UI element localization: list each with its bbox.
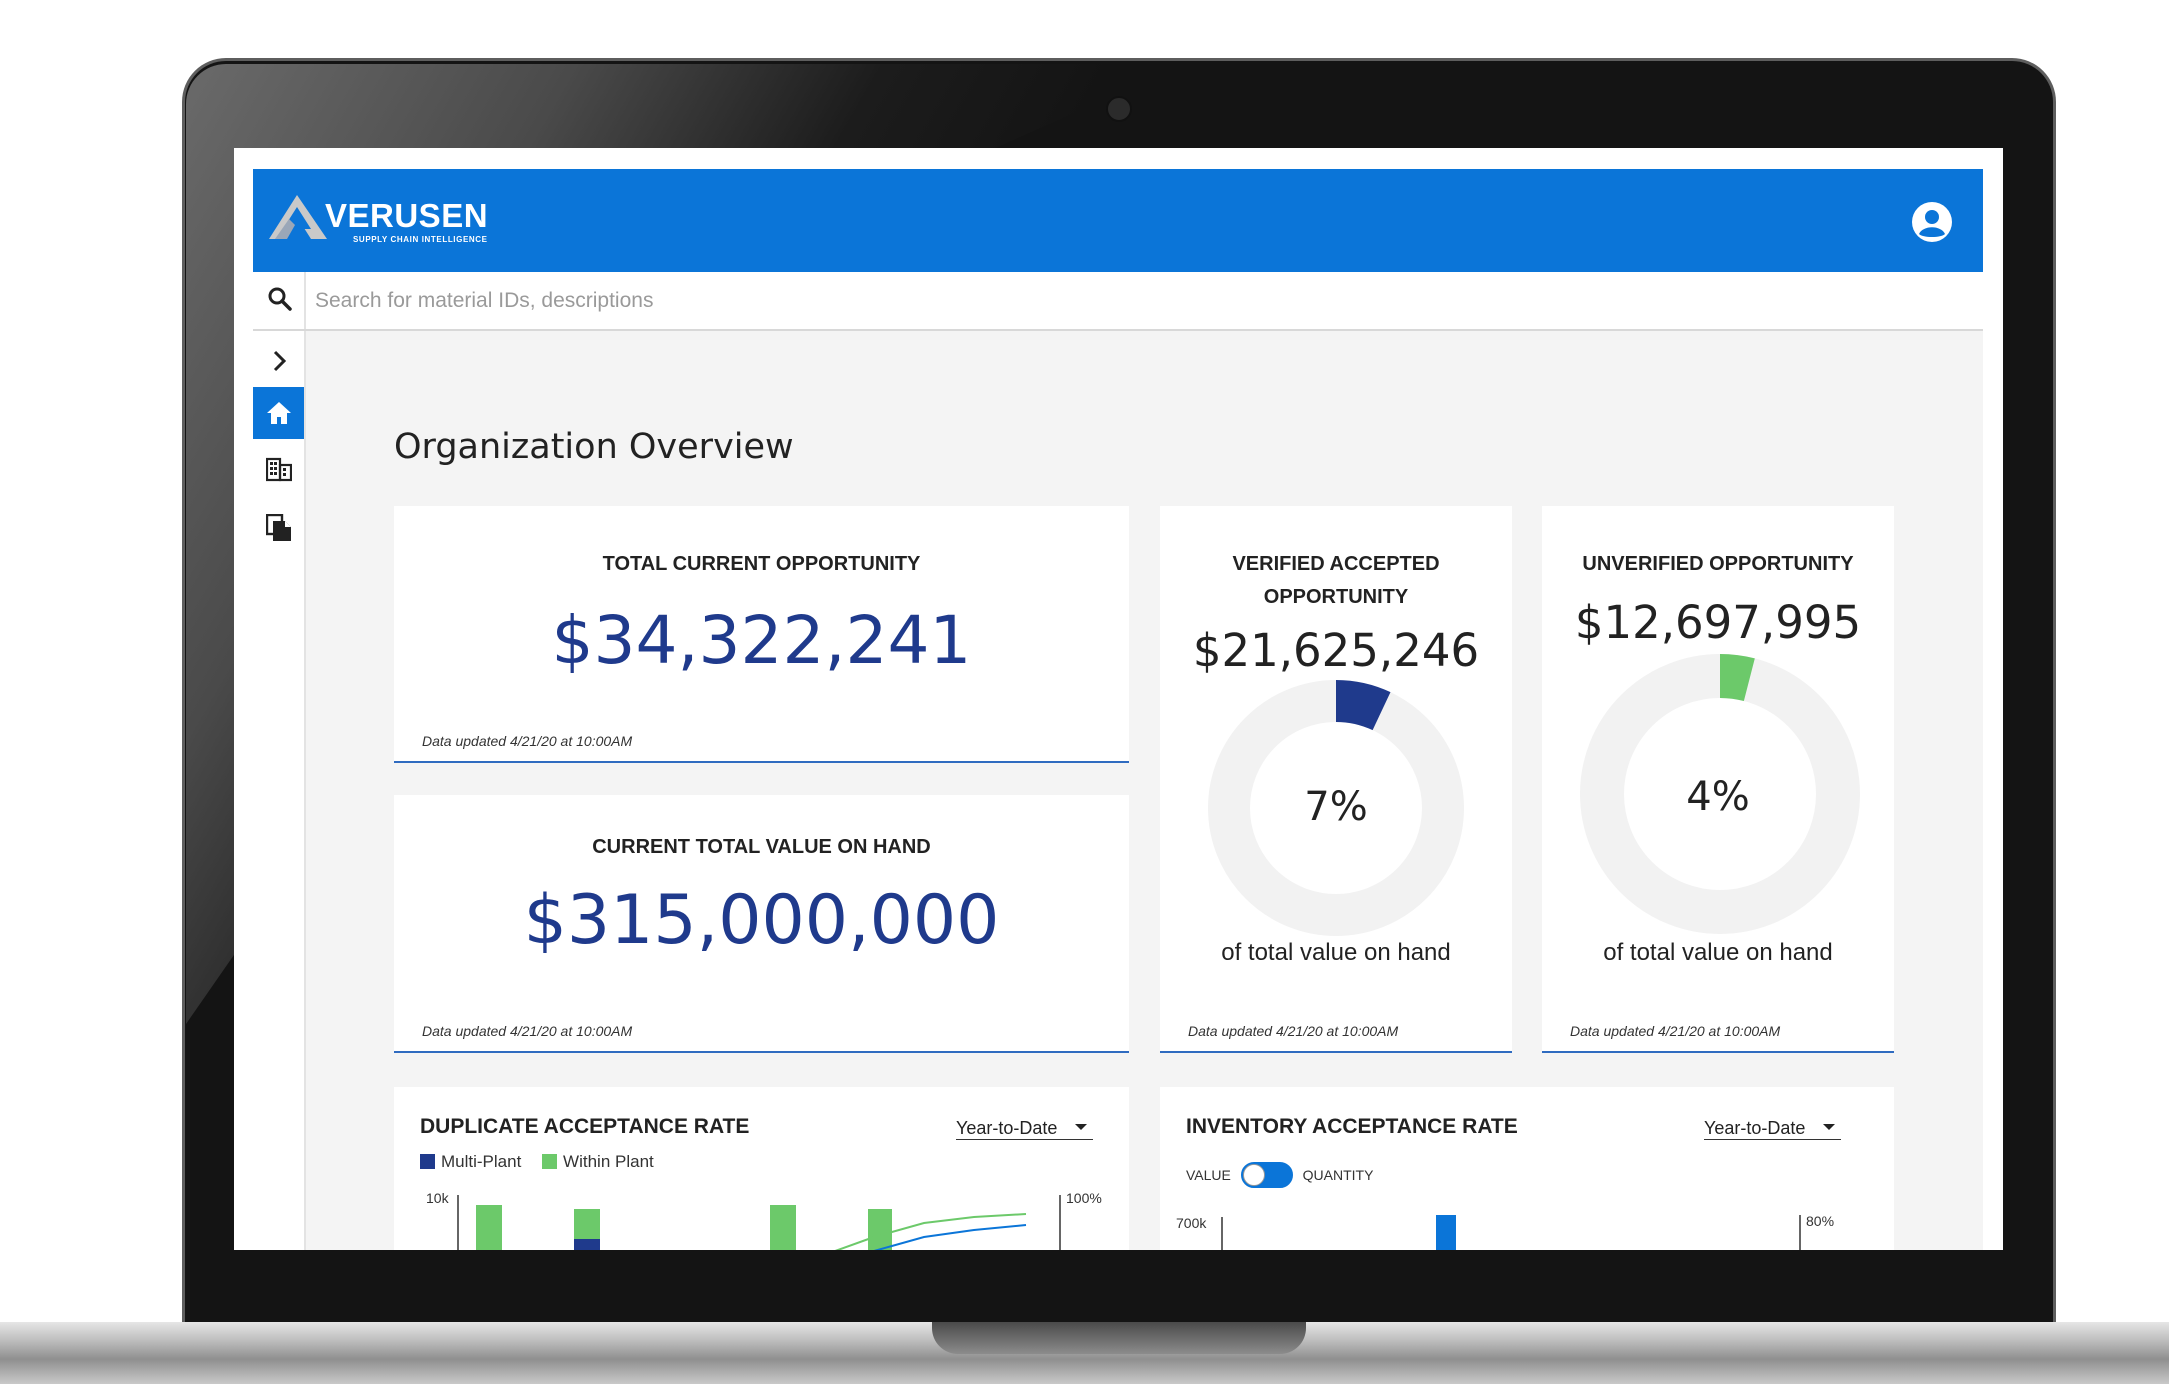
unverified-value: $12,697,995 <box>1574 596 1862 649</box>
webcam <box>1106 96 1132 122</box>
card-title: CURRENT TOTAL VALUE ON HAND <box>592 836 931 858</box>
current-total-value-card: CURRENT TOTAL VALUE ON HAND $315,000,000… <box>394 795 1129 1053</box>
period-select-value: Year-to-Date <box>956 1118 1058 1138</box>
value-quantity-toggle[interactable] <box>1240 1162 1293 1188</box>
brand-tagline: SUPPLY CHAIN INTELLIGENCE <box>353 235 488 244</box>
legend-item: Multi-Plant <box>420 1152 521 1171</box>
y-axis-right-tick: 80% <box>1806 1213 1835 1229</box>
toggle-knob <box>1242 1164 1265 1186</box>
legend-swatch <box>420 1154 435 1169</box>
bar-value <box>1436 1215 1456 1250</box>
laptop-notch <box>932 1322 1306 1354</box>
duplicate-acceptance-rate-card: DUPLICATE ACCEPTANCE RATE Year-to-Date M… <box>394 1087 1129 1250</box>
brand-name: VERUSEN <box>325 197 489 234</box>
sidebar-item-organization[interactable] <box>253 443 304 495</box>
data-updated-text: Data updated 4/21/20 at 10:00AM <box>422 1023 633 1039</box>
total-current-opportunity-card: TOTAL CURRENT OPPORTUNITY $34,322,241 Da… <box>394 506 1129 763</box>
caret-down-icon <box>1823 1124 1836 1130</box>
bar-within-plant <box>868 1209 892 1250</box>
logo-mark-icon <box>269 195 327 239</box>
value-quantity-toggle-row: VALUE QUANTITY <box>1186 1162 1373 1188</box>
period-select[interactable]: Year-to-Date <box>1704 1117 1842 1140</box>
card-title-line1: VERIFIED ACCEPTED <box>1232 553 1440 575</box>
legend-label: Within Plant <box>563 1152 654 1171</box>
period-select[interactable]: Year-to-Date <box>956 1117 1094 1140</box>
bar-within-plant <box>574 1209 600 1239</box>
verified-donut-svg <box>1208 680 1464 936</box>
inventory-chart-plot <box>1221 1215 1801 1250</box>
laptop-screen: VERUSEN SUPPLY CHAIN INTELLIGENCE <box>234 148 2003 1250</box>
card-title: TOTAL CURRENT OPPORTUNITY <box>602 553 921 575</box>
legend-item: Within Plant <box>542 1152 654 1171</box>
unverified-donut-segment <box>1720 654 1755 702</box>
duplicate-chart-plot <box>457 1195 1061 1250</box>
bar-within-plant <box>770 1205 796 1250</box>
bar-multi-plant <box>574 1239 600 1250</box>
building-icon <box>266 457 292 482</box>
caret-down-icon <box>1075 1124 1088 1130</box>
data-updated-text: Data updated 4/21/20 at 10:00AM <box>1188 1023 1399 1039</box>
data-updated-text: Data updated 4/21/20 at 10:00AM <box>422 733 633 749</box>
current-total-value-value: $315,000,000 <box>523 881 1000 960</box>
documents-icon <box>266 514 291 541</box>
card-title-line2: OPPORTUNITY <box>1263 586 1409 608</box>
card-title: UNVERIFIED OPPORTUNITY <box>1582 553 1854 575</box>
expand-sidebar-button[interactable] <box>253 335 304 387</box>
user-account-icon[interactable] <box>1911 201 1953 243</box>
y-axis-left-tick: 10k <box>426 1190 449 1206</box>
search-bar <box>253 272 1983 331</box>
verified-subtitle: of total value on hand <box>1221 939 1451 966</box>
unverified-opportunity-card: UNVERIFIED OPPORTUNITY $12,697,995 4% of… <box>1542 506 1894 1053</box>
chart-title: INVENTORY ACCEPTANCE RATE <box>1186 1115 1518 1138</box>
y-axis-right-tick: 100% <box>1066 1190 1102 1206</box>
search-input[interactable] <box>315 282 1415 320</box>
sidebar-item-home[interactable] <box>253 387 304 439</box>
sidebar-item-documents[interactable] <box>253 501 304 553</box>
inventory-acceptance-rate-card: INVENTORY ACCEPTANCE RATE Year-to-Date V… <box>1160 1087 1894 1250</box>
unverified-percent: 4% <box>1686 774 1750 820</box>
verified-donut-segment <box>1336 680 1391 731</box>
search-icon[interactable] <box>253 272 306 329</box>
page-title: Organization Overview <box>394 427 794 467</box>
data-updated-text: Data updated 4/21/20 at 10:00AM <box>1570 1023 1781 1039</box>
unverified-donut-svg <box>1580 654 1860 934</box>
toggle-label-value: VALUE <box>1186 1167 1231 1183</box>
period-select-value: Year-to-Date <box>1704 1118 1806 1138</box>
home-icon <box>267 402 291 424</box>
verified-percent: 7% <box>1304 784 1368 830</box>
sidebar <box>253 331 306 1250</box>
toggle-label-quantity: QUANTITY <box>1302 1167 1374 1183</box>
bar-within-plant <box>476 1205 502 1250</box>
app-header: VERUSEN SUPPLY CHAIN INTELLIGENCE <box>253 169 1983 272</box>
chart-legend: Multi-Plant Within Plant <box>420 1152 670 1172</box>
legend-swatch <box>542 1154 558 1169</box>
main-content: Organization Overview TOTAL CURRENT OPPO… <box>306 331 1983 1250</box>
chart-title: DUPLICATE ACCEPTANCE RATE <box>420 1115 750 1138</box>
total-current-opportunity-value: $34,322,241 <box>551 602 972 679</box>
unverified-subtitle: of total value on hand <box>1603 939 1833 966</box>
y-axis-left-tick: 700k <box>1176 1215 1207 1231</box>
verified-accepted-value: $21,625,246 <box>1192 624 1480 677</box>
unverified-donut-chart <box>1580 654 1860 934</box>
line-multi-plant <box>873 1224 1027 1250</box>
verified-donut-chart <box>1208 680 1464 936</box>
chevron-right-icon <box>273 350 287 372</box>
legend-label: Multi-Plant <box>441 1152 522 1171</box>
line-within-plant <box>834 1213 1027 1250</box>
verified-accepted-opportunity-card: VERIFIED ACCEPTED OPPORTUNITY $21,625,24… <box>1160 506 1512 1053</box>
